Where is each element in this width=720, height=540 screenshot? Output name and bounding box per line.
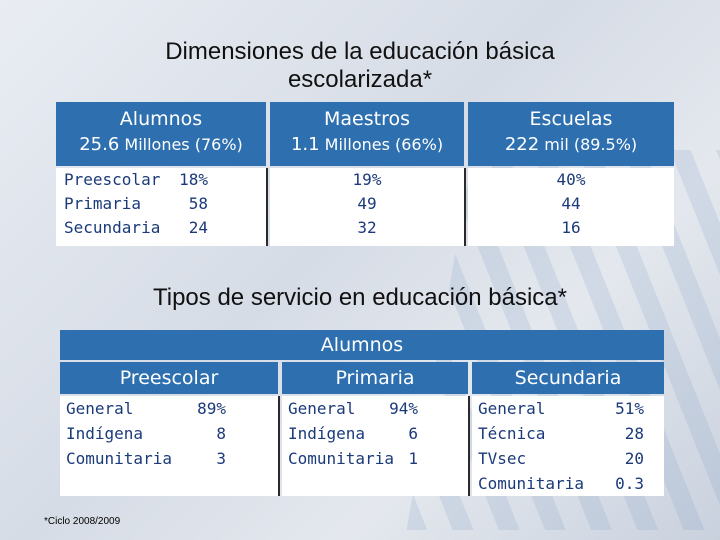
body-secundaria: General 51% Técnica 28 TVsec 20 Comunitaria…: [472, 396, 664, 496]
body-escuelas: 40% 44 16: [468, 168, 674, 246]
header-label: Maestros: [324, 108, 410, 130]
table-cell: 44: [561, 194, 581, 213]
header-secundaria: Secundaria: [472, 362, 664, 394]
table-row: Indígena 6: [288, 424, 418, 443]
table-row: General 51%: [478, 399, 644, 418]
column-divider: [278, 396, 280, 496]
header-alumnos: Alumnos 25.6 Millones (76%): [56, 102, 266, 166]
body-primaria: General 94% Indígena 6 Comunitaria 1: [282, 396, 468, 496]
table2-top-header: Alumnos: [60, 330, 664, 360]
slide-title: Dimensiones de la educación básica escol…: [165, 38, 555, 93]
header-primaria: Primaria: [282, 362, 468, 394]
header-value: 25.6 Millones (76%): [79, 134, 243, 155]
column-divider: [266, 168, 268, 246]
table-row: Comunitaria 0.3: [478, 474, 644, 493]
header-value: 1.1 Millones (66%): [290, 134, 444, 155]
table-cell: 16: [561, 218, 581, 237]
footnote: *Ciclo 2008/2009: [44, 516, 121, 527]
body-alumnos: Preescolar 18% Primaria 58 Secundaria 24: [56, 168, 266, 246]
body-maestros: 19% 49 32: [270, 168, 464, 246]
table-cell: 19%: [352, 170, 382, 189]
table-row: Comunitaria 3: [66, 449, 226, 468]
table-row: TVsec 20: [478, 449, 644, 468]
header-escuelas: Escuelas 222 mil (89.5%): [468, 102, 674, 166]
table-row: Primaria 58: [64, 194, 208, 213]
table-row: General 94%: [288, 399, 418, 418]
table-row: General 89%: [66, 399, 226, 418]
header-label: Alumnos: [119, 108, 203, 130]
table-cell: 40%: [556, 170, 586, 189]
header-value: 222 mil (89.5%): [504, 134, 638, 155]
table-row: Comunitaria 1: [288, 449, 418, 468]
table-row: Preescolar 18%: [64, 170, 208, 189]
section-title: Tipos de servicio en educación básica*: [152, 284, 567, 311]
column-divider: [464, 168, 466, 246]
header-maestros: Maestros 1.1 Millones (66%): [270, 102, 464, 166]
table-row: Secundaria 24: [64, 218, 208, 237]
table-row: Indígena 8: [66, 424, 226, 443]
column-divider: [468, 396, 470, 496]
table-cell: 49: [357, 194, 377, 213]
header-label: Escuelas: [529, 108, 613, 130]
table-row: Técnica 28: [478, 424, 644, 443]
body-preescolar: General 89% Indígena 8 Comunitaria 3: [60, 396, 278, 496]
table-cell: 32: [357, 218, 377, 237]
header-preescolar: Preescolar: [60, 362, 278, 394]
